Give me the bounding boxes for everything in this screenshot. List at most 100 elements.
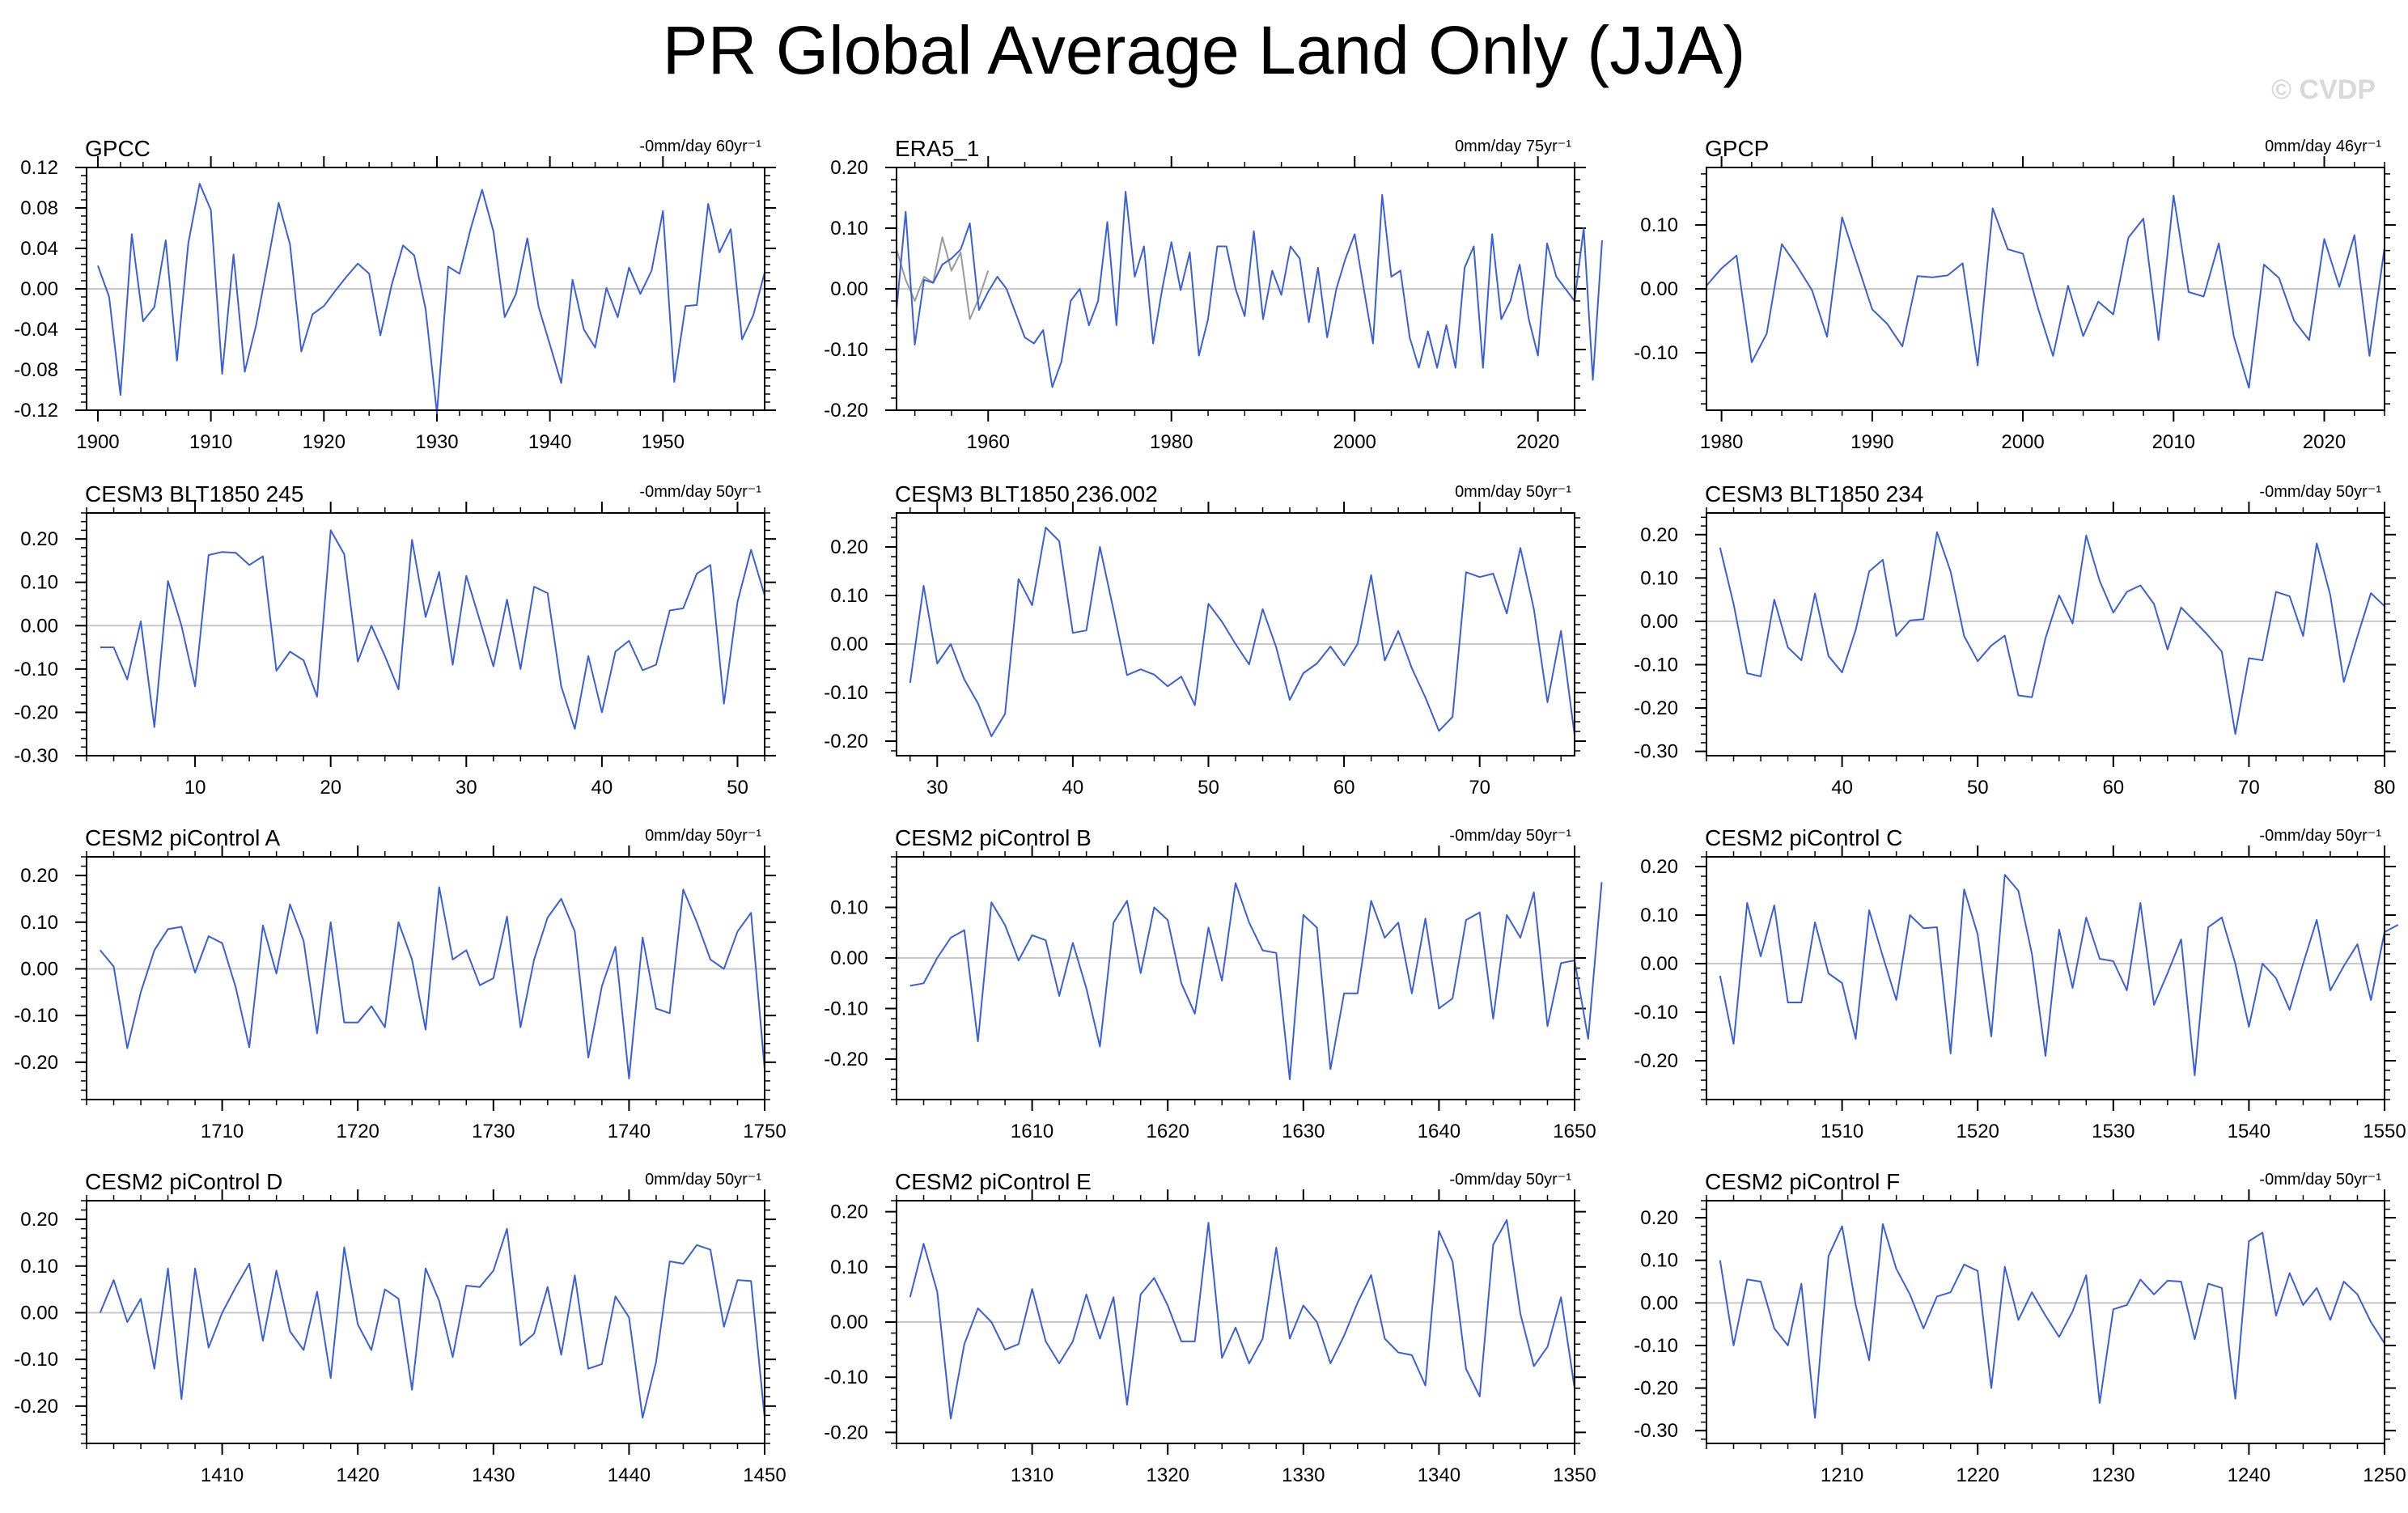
y-tick-label: 0.20 (20, 528, 58, 550)
y-tick-label: -0.20 (1634, 1050, 1678, 1072)
y-tick-label: 0.00 (830, 947, 868, 969)
y-tick-label: 0.10 (830, 218, 868, 239)
x-tick-label: 1750 (743, 1121, 786, 1142)
x-tick-label: 40 (591, 777, 613, 799)
trend-label: -0mm/day 50yr⁻¹ (639, 483, 761, 501)
x-tick-label: 50 (1967, 777, 1989, 799)
trend-label: 0mm/day 50yr⁻¹ (645, 1171, 761, 1189)
y-tick-label: -0.20 (824, 1049, 868, 1070)
panel-0: GPCC -0mm/day 60yr⁻¹ -0.12 -0.08 -0.04 0.00 0.… (14, 136, 776, 453)
trend-label: 0mm/day 50yr⁻¹ (645, 827, 761, 845)
x-tick-label: 30 (456, 777, 477, 799)
trend-label: -0mm/day 50yr⁻¹ (2259, 827, 2381, 845)
x-tick-label: 1630 (1282, 1121, 1325, 1142)
series-line (1719, 874, 2399, 1076)
x-tick-label: 1340 (1418, 1464, 1460, 1486)
x-tick-label: 1620 (1147, 1121, 1189, 1142)
trend-label: 0mm/day 75yr⁻¹ (1455, 138, 1571, 155)
y-tick-label: 0.00 (1640, 1292, 1678, 1314)
x-tick-label: 1730 (472, 1121, 515, 1142)
panel-title: CESM2 piControl B (895, 825, 1092, 850)
y-tick-label: 0.00 (20, 615, 58, 637)
trend-label: 0mm/day 46yr⁻¹ (2265, 138, 2381, 155)
panel-title: CESM3 BLT1850 234 (1705, 481, 1923, 506)
series-line (1706, 194, 2385, 389)
x-tick-label: 50 (727, 777, 748, 799)
y-tick-label: -0.20 (1634, 697, 1678, 719)
plot-frame (896, 512, 1575, 756)
x-tick-label: 1310 (1011, 1464, 1054, 1486)
x-tick-label: 60 (2102, 777, 2124, 799)
x-tick-label: 1710 (201, 1121, 244, 1142)
y-tick-label: -0.30 (1634, 741, 1678, 763)
x-tick-label: 1980 (1150, 431, 1193, 453)
panel-2: GPCP 0mm/day 46yr⁻¹ -0.10 0.00 0.10 1980 1990 2… (1634, 136, 2396, 453)
y-tick-label: 0.20 (830, 157, 868, 179)
panel-7: CESM2 piControl B -0mm/day 50yr⁻¹ -0.20 -0.… (824, 825, 1603, 1142)
y-tick-label: 0.10 (20, 572, 58, 594)
x-tick-label: 1410 (201, 1464, 244, 1486)
series-line (909, 1218, 1575, 1420)
x-tick-label: 1440 (608, 1464, 651, 1486)
x-tick-label: 70 (1469, 777, 1490, 799)
x-tick-label: 40 (1062, 777, 1084, 799)
panel-1: ERA5_1 0mm/day 75yr⁻¹ -0.20 -0.10 0.00 0.10 0.… (824, 136, 1603, 453)
y-tick-label: -0.20 (14, 1396, 58, 1418)
plot-frame (86, 856, 765, 1100)
y-tick-label: 0.00 (20, 958, 58, 980)
y-tick-label: 0.00 (1640, 611, 1678, 633)
y-tick-label: 0.20 (830, 536, 868, 558)
x-tick-label: 1240 (2228, 1464, 2270, 1486)
y-tick-label: 0.10 (1640, 905, 1678, 926)
x-tick-label: 10 (184, 777, 206, 799)
x-tick-label: 30 (926, 777, 948, 799)
series-line (100, 529, 765, 730)
x-tick-label: 60 (1333, 777, 1355, 799)
trend-label: -0mm/day 50yr⁻¹ (2259, 1171, 2381, 1189)
x-tick-label: 20 (320, 777, 341, 799)
panel-6: CESM2 piControl A 0mm/day 50yr⁻¹ -0.20 -0.1… (14, 825, 786, 1142)
panel-5: CESM3 BLT1850 234 -0mm/day 50yr⁻¹ -0.30 -0.… (1634, 481, 2396, 799)
plot-frame (1706, 1200, 2385, 1444)
x-tick-label: 1450 (743, 1464, 786, 1486)
series-line (100, 886, 765, 1079)
y-tick-label: -0.10 (1634, 1335, 1678, 1357)
x-tick-label: 2020 (2303, 431, 2346, 453)
plot-frame (1706, 856, 2385, 1100)
y-tick-label: -0.30 (14, 745, 58, 767)
panel-title: CESM2 piControl C (1705, 825, 1902, 850)
y-tick-label: 0.10 (1640, 1250, 1678, 1272)
plot-frame (896, 856, 1575, 1100)
x-tick-label: 2020 (1516, 431, 1559, 453)
x-tick-label: 1320 (1147, 1464, 1189, 1486)
y-tick-label: -0.10 (824, 998, 868, 1020)
y-tick-label: 0.00 (20, 278, 58, 300)
x-tick-label: 1230 (2092, 1464, 2135, 1486)
panel-3: CESM3 BLT1850 245 -0mm/day 50yr⁻¹-0.30-0.… (14, 481, 776, 799)
y-tick-label: -0.10 (824, 1367, 868, 1388)
x-tick-label: 1610 (1011, 1121, 1054, 1142)
panel-title: GPCC (85, 136, 150, 161)
x-tick-label: 1740 (608, 1121, 651, 1142)
series-line (97, 183, 765, 414)
y-tick-label: 0.20 (20, 865, 58, 887)
x-tick-label: 1540 (2228, 1121, 2270, 1142)
x-tick-label: 1330 (1282, 1464, 1325, 1486)
y-tick-label: -0.20 (824, 400, 868, 422)
cvdp-watermark: © CVDP (2271, 74, 2376, 105)
y-tick-label: 0.10 (1640, 567, 1678, 589)
series-line (99, 1227, 765, 1419)
trend-label: -0mm/day 60yr⁻¹ (639, 138, 761, 155)
x-tick-label: 1910 (189, 431, 232, 453)
trend-label: -0mm/day 50yr⁻¹ (2259, 483, 2381, 501)
plot-frame (86, 512, 765, 756)
x-tick-label: 1250 (2363, 1464, 2406, 1486)
trend-label: -0mm/day 50yr⁻¹ (1449, 827, 1571, 845)
plot-frame (86, 1200, 765, 1444)
x-tick-label: 1720 (337, 1121, 379, 1142)
plot-frame (896, 167, 1575, 411)
x-tick-label: 1900 (76, 431, 119, 453)
x-tick-label: 1420 (337, 1464, 379, 1486)
x-tick-label: 1210 (1821, 1464, 1863, 1486)
